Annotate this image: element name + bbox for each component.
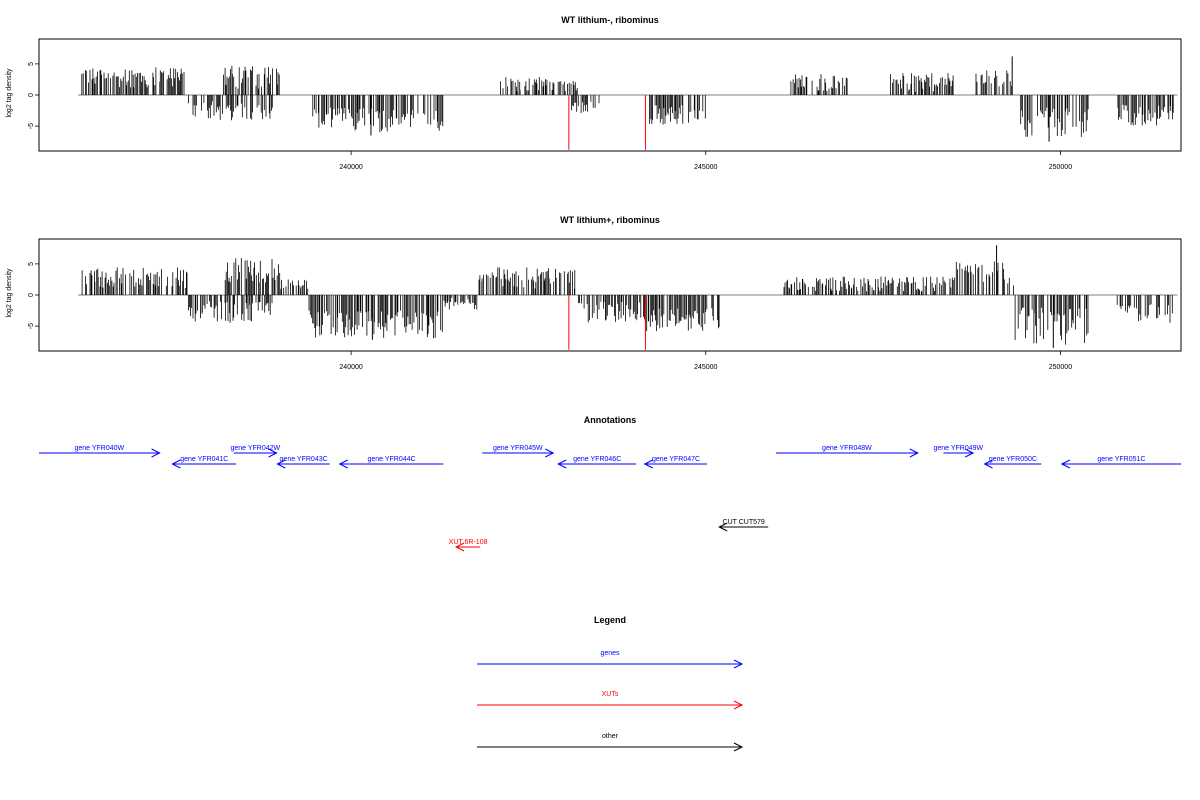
feature-label: gene YFR048W: [822, 445, 872, 452]
feature-arrow: gene YFR050C: [983, 456, 1042, 469]
feature-arrow: gene YFR043C: [276, 456, 330, 469]
legend-item: XUTs: [477, 691, 744, 710]
feature-arrow: gene YFR049W: [933, 445, 984, 458]
feature-arrow: gene YFR040W: [39, 445, 161, 458]
feature-arrow: gene YFR044C: [338, 456, 444, 469]
legend: Legend genes XUTs other: [477, 615, 744, 752]
x-tick-label: 250000: [1049, 164, 1072, 171]
feature-label: gene YFR049W: [933, 445, 983, 452]
legend-label: other: [602, 733, 619, 740]
y-tick-label: -5: [28, 123, 35, 129]
legend-label: genes: [600, 650, 620, 657]
feature-arrow: gene YFR041C: [171, 456, 237, 469]
annotations-title: Annotations: [584, 415, 637, 425]
x-tick-label: 240000: [339, 364, 362, 371]
x-tick-label: 245000: [694, 364, 717, 371]
feature-label: CUT CUT579: [723, 519, 765, 526]
feature-label: gene YFR051C: [1097, 456, 1145, 463]
feature-arrow: XUT 6R-108: [449, 539, 488, 552]
y-tick-label: 5: [28, 62, 35, 66]
feature-arrow: CUT CUT579: [718, 519, 769, 532]
feature-label: XUT 6R-108: [449, 539, 488, 546]
feature-arrow: gene YFR047C: [643, 456, 708, 469]
y-axis-label: log2 tag density: [6, 68, 13, 118]
x-tick-label: 250000: [1049, 364, 1072, 371]
y-tick-label: 5: [28, 262, 35, 266]
feature-label: gene YFR046C: [573, 456, 621, 463]
feature-label: gene YFR047C: [652, 456, 700, 463]
feature-label: gene YFR043C: [280, 456, 328, 463]
y-tick-label: 0: [28, 293, 35, 297]
panel-title: WT lithium-, ribominus: [561, 15, 659, 25]
legend-item: other: [477, 733, 744, 752]
feature-label: gene YFR041C: [180, 456, 228, 463]
bar-series: [78, 245, 1178, 350]
feature-label: gene YFR040W: [74, 445, 124, 452]
feature-label: gene YFR050C: [989, 456, 1037, 463]
y-tick-label: 0: [28, 93, 35, 97]
legend-items: genes XUTs other: [477, 650, 744, 752]
legend-item: genes: [477, 650, 744, 669]
legend-title: Legend: [594, 615, 626, 625]
y-axis-label: log2 tag density: [6, 268, 13, 318]
legend-label: XUTs: [602, 691, 619, 698]
feature-arrow: gene YFR048W: [775, 445, 919, 458]
y-tick-label: -5: [28, 323, 35, 329]
feature-arrow: gene YFR046C: [557, 456, 637, 469]
track-panel-lithium-minus: WT lithium-, ribominus log2 tag density …: [6, 15, 1182, 171]
feature-label: gene YFR045W: [493, 445, 543, 452]
track-panel-lithium-plus: WT lithium+, ribominus log2 tag density …: [6, 215, 1182, 371]
feature-arrow: gene YFR042W: [230, 445, 281, 458]
feature-arrow: gene YFR051C: [1060, 456, 1181, 469]
feature-arrow: gene YFR045W: [482, 445, 555, 458]
axes: 5 0 -5 240000 245000 250000: [28, 262, 1072, 371]
feature-label: gene YFR044C: [367, 456, 415, 463]
axes: 5 0 -5 240000 245000 250000: [28, 62, 1072, 171]
x-tick-label: 240000: [339, 164, 362, 171]
panel-title: WT lithium+, ribominus: [560, 215, 660, 225]
x-tick-label: 245000: [694, 164, 717, 171]
bar-series: [78, 56, 1178, 150]
feature-label: gene YFR042W: [230, 445, 280, 452]
